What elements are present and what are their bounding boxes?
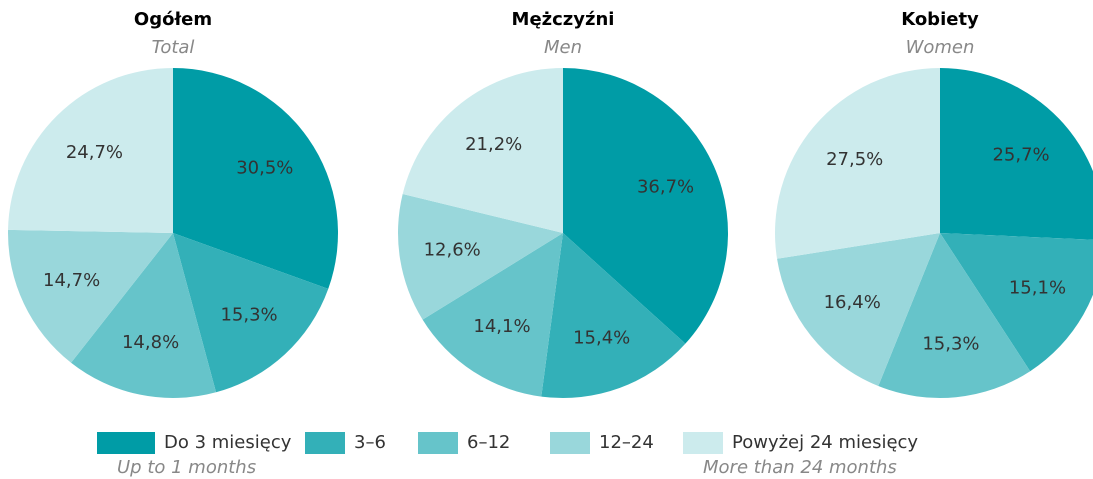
pie-slice [422,233,563,397]
legend-label: 12–24 [599,432,654,453]
pie-slice [563,68,728,344]
legend-swatch [97,432,155,454]
pie-slice [173,68,338,289]
data-label: 12,6% [424,240,481,261]
data-label: 36,7% [637,176,694,197]
chart-subtitle: Men [544,37,582,58]
pie-slice [777,233,940,387]
pie-slice [71,233,217,398]
legend-swatch [550,432,590,454]
pie-slice [398,193,563,320]
pie-slice [8,229,174,363]
legend-label: Powyżej 24 miesięcy [732,432,918,453]
pie-slice [541,233,686,399]
data-label: 14,1% [473,316,530,337]
chart-subtitle: Total [152,37,195,58]
data-label: 14,7% [43,270,100,291]
legend-sublabel: More than 24 months [703,457,897,478]
data-label: 24,7% [66,142,123,163]
chart-title: Kobiety [901,9,979,30]
legend-sublabel: Up to 1 months [117,457,256,478]
legend-swatch [305,432,345,454]
data-label: 15,3% [922,334,979,355]
data-label: 15,3% [220,305,277,326]
legend-label: 3–6 [354,432,386,453]
legend-label: Do 3 miesięcy [164,432,292,453]
chart-title: Mężczyźni [512,9,615,30]
data-label: 15,1% [1009,278,1066,299]
legend-label: 6–12 [467,432,510,453]
pie-slice [8,67,173,233]
legend-swatch [418,432,458,454]
data-label: 21,2% [465,134,522,155]
data-label: 27,5% [826,149,883,170]
data-label: 16,4% [824,292,881,313]
pie-slice [940,233,1093,372]
data-label: 30,5% [236,157,293,178]
pie-slice [940,68,1093,240]
data-label: 25,7% [992,144,1049,165]
legend-swatch [683,432,723,454]
data-label: 14,8% [122,332,179,353]
chart-title: Ogółem [134,9,212,30]
pie-slice [775,68,940,259]
data-label: 15,4% [573,327,630,348]
pie-slice [402,67,563,233]
chart-subtitle: Women [906,37,975,58]
pie-slice [878,233,1031,398]
pie-slice [173,233,329,393]
